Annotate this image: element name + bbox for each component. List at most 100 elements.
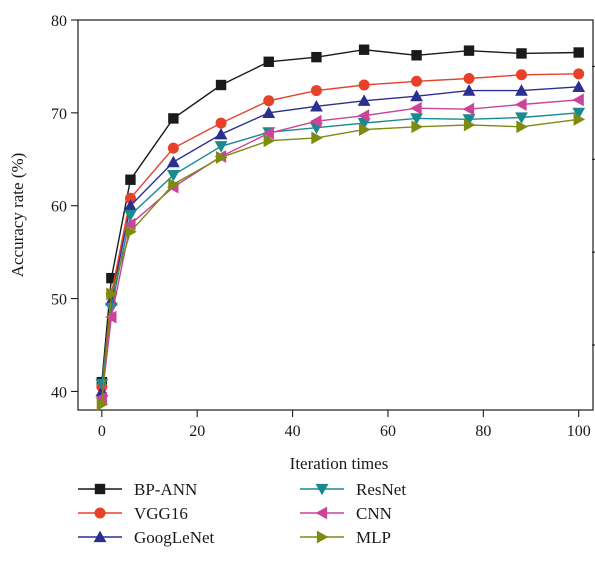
data-point-bp-ann xyxy=(311,51,322,63)
data-point-bp-ann xyxy=(358,44,370,55)
legend-marker xyxy=(94,507,106,519)
y-axis-label: Accuracy rate (%) xyxy=(8,153,27,278)
data-point-vgg16 xyxy=(263,95,275,107)
data-point-bp-ann xyxy=(125,174,136,185)
series-mlp xyxy=(96,112,586,411)
data-point-resnet xyxy=(104,302,118,315)
data-point-googlenet xyxy=(166,155,180,168)
x-tick-label: 60 xyxy=(380,423,396,440)
legend-label: VGG16 xyxy=(134,504,188,523)
legend-item-mlp: MLP xyxy=(300,528,391,547)
data-point-mlp xyxy=(573,112,586,126)
data-point-mlp xyxy=(168,177,180,191)
data-point-bp-ann xyxy=(168,113,179,124)
x-tick-label: 0 xyxy=(98,423,106,440)
data-point-vgg16 xyxy=(411,75,423,87)
data-point-mlp xyxy=(125,225,137,239)
data-point-mlp xyxy=(215,151,228,164)
legend: BP-ANN VGG16 GoogLeNet ResNet CNN MLP xyxy=(78,480,406,547)
right-axis-ticks xyxy=(592,65,595,346)
plot-area xyxy=(77,19,594,411)
data-point-cnn xyxy=(515,98,527,111)
y-axis-ticks: 40 50 60 70 80 xyxy=(51,13,78,401)
data-point-vgg16 xyxy=(515,69,527,81)
legend-marker xyxy=(316,530,329,544)
legend-label: BP-ANN xyxy=(134,480,197,499)
data-point-googlenet xyxy=(262,106,276,118)
legend-item-bp-ann: BP-ANN xyxy=(78,480,197,499)
data-point-cnn xyxy=(310,114,322,128)
data-point-googlenet xyxy=(214,127,228,140)
data-point-vgg16 xyxy=(573,68,585,80)
data-point-googlenet xyxy=(410,89,423,102)
data-point-vgg16 xyxy=(358,79,370,91)
data-point-bp-ann xyxy=(463,45,475,56)
series-bp-ann xyxy=(96,44,584,388)
data-point-mlp xyxy=(516,120,528,134)
x-axis-label: Iteration times xyxy=(290,454,389,473)
data-point-mlp xyxy=(411,120,423,134)
data-point-mlp xyxy=(463,118,476,132)
data-point-bp-ann xyxy=(573,47,584,58)
data-point-resnet xyxy=(572,107,586,120)
series-cnn xyxy=(95,93,584,405)
legend-item-vgg16: VGG16 xyxy=(78,504,188,523)
data-point-googlenet xyxy=(310,99,323,112)
series-line-bp-ann xyxy=(101,49,579,383)
data-point-resnet xyxy=(462,114,476,126)
data-point-cnn xyxy=(95,391,107,405)
legend-label: MLP xyxy=(356,528,391,547)
series-line-googlenet xyxy=(101,86,579,392)
data-point-cnn xyxy=(410,101,422,115)
data-point-cnn xyxy=(357,109,370,123)
data-point-resnet xyxy=(410,113,423,125)
x-tick-label: 100 xyxy=(567,423,591,440)
data-point-cnn xyxy=(262,126,274,140)
data-point-mlp xyxy=(311,131,323,145)
y-tick-label: 50 xyxy=(51,292,67,309)
series-line-mlp xyxy=(101,118,579,405)
legend-label: ResNet xyxy=(356,480,406,499)
data-point-vgg16 xyxy=(310,85,322,97)
data-point-cnn xyxy=(104,310,117,324)
data-point-googlenet xyxy=(357,94,371,106)
data-point-vgg16 xyxy=(215,117,227,129)
series-layer xyxy=(95,44,586,411)
data-point-vgg16 xyxy=(167,142,179,154)
legend-marker xyxy=(93,530,107,543)
legend-marker xyxy=(315,483,329,496)
data-point-bp-ann xyxy=(215,79,227,91)
x-tick-label: 40 xyxy=(285,423,301,440)
data-point-vgg16 xyxy=(124,192,136,204)
plot-frame xyxy=(77,19,594,411)
data-point-mlp xyxy=(358,123,371,136)
y-tick-label: 80 xyxy=(51,13,67,30)
data-point-resnet xyxy=(95,378,109,391)
data-point-cnn xyxy=(462,102,475,116)
series-googlenet xyxy=(95,80,586,397)
data-point-mlp xyxy=(96,398,109,411)
data-point-bp-ann xyxy=(263,56,274,67)
data-point-vgg16 xyxy=(463,73,475,84)
data-point-mlp xyxy=(106,287,118,301)
data-point-googlenet xyxy=(515,84,528,96)
x-tick-label: 20 xyxy=(189,423,205,440)
data-point-bp-ann xyxy=(516,48,527,59)
y-tick-label: 60 xyxy=(51,199,67,216)
data-point-resnet xyxy=(124,209,137,222)
data-point-googlenet xyxy=(462,84,476,96)
legend-item-googlenet: GoogLeNet xyxy=(78,528,215,547)
data-point-googlenet xyxy=(572,80,586,92)
legend-marker xyxy=(94,483,106,495)
data-point-bp-ann xyxy=(106,272,117,284)
legend-label: CNN xyxy=(356,504,392,523)
legend-item-resnet: ResNet xyxy=(300,480,406,499)
y-tick-label: 40 xyxy=(51,384,67,401)
data-point-cnn xyxy=(124,217,136,231)
data-point-bp-ann xyxy=(411,50,422,61)
data-point-resnet xyxy=(166,169,180,182)
legend-marker xyxy=(315,506,328,520)
data-point-cnn xyxy=(572,93,584,107)
data-point-mlp xyxy=(263,134,276,148)
